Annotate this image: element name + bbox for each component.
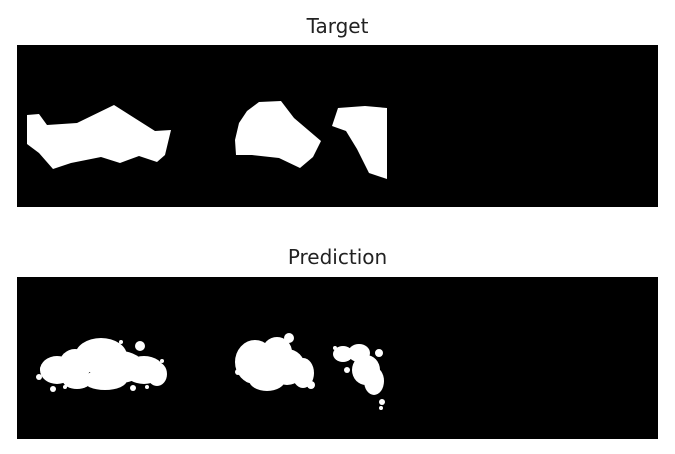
prediction-blob-middle [235,333,315,391]
target-blob-middle [235,101,321,168]
target-title: Target [306,14,369,38]
prediction-blob-left [36,338,167,392]
target-blob-right [332,106,387,179]
prediction-title: Prediction [287,245,388,269]
prediction-mask-image [17,277,658,439]
target-mask-image [17,45,658,207]
prediction-blob-right [333,344,385,410]
target-blob-left [27,105,171,169]
